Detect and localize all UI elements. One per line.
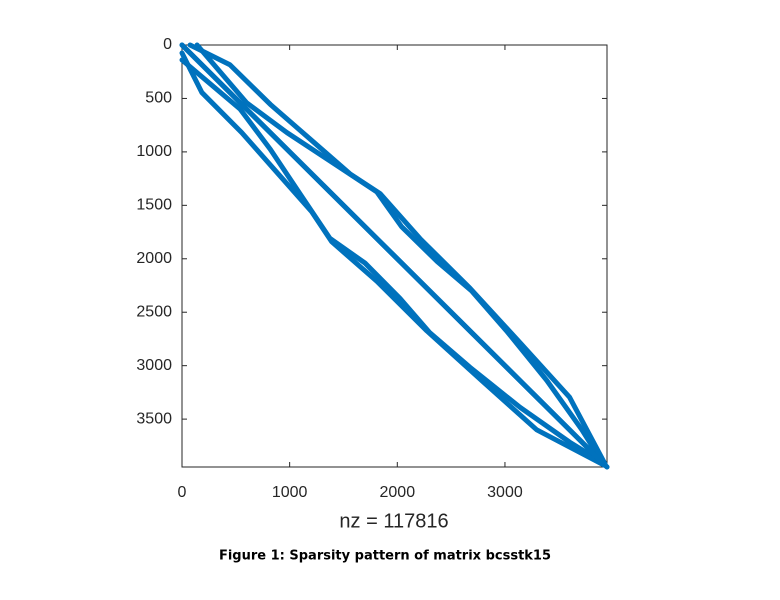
y-tick-label: 1000 xyxy=(136,143,172,160)
sparsity-band xyxy=(187,42,608,467)
x-tick-label: 3000 xyxy=(487,484,523,501)
y-tick-label: 2500 xyxy=(136,303,172,320)
sparsity-band-mirror xyxy=(179,42,610,470)
x-axis-label: nz = 117816 xyxy=(339,510,448,532)
x-tick-label: 0 xyxy=(178,484,187,501)
y-tick-label: 0 xyxy=(163,36,172,53)
y-tick-label: 2000 xyxy=(136,250,172,267)
sparsity-band xyxy=(179,57,608,467)
sparsity-band-mirror xyxy=(179,50,607,468)
y-tick-label: 1500 xyxy=(136,197,172,214)
y-tick-label: 3000 xyxy=(136,357,172,374)
figure-caption: Figure 1: Sparsity pattern of matrix bcs… xyxy=(219,549,551,564)
x-tick-label: 1000 xyxy=(272,484,308,501)
y-tick-label: 500 xyxy=(145,90,172,107)
sparsity-band-mirror xyxy=(194,42,607,468)
x-tick-label: 2000 xyxy=(380,484,416,501)
y-tick-label: 3500 xyxy=(136,410,172,427)
